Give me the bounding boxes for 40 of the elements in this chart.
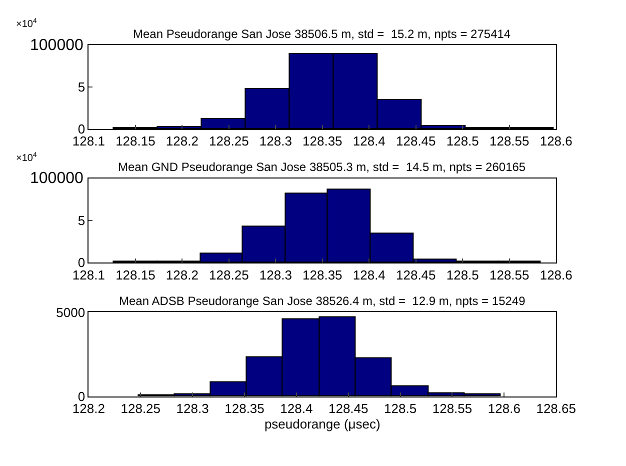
x-tick-label: 128.6 (540, 267, 572, 282)
x-tick-label: 128.3 (176, 400, 209, 416)
text: ×10$^{4}$ (16, 152, 37, 164)
chart-title: Mean GND Pseudorange San Jose 38505.3 m, std = 14.5 m, npts = 260165 (118, 160, 526, 174)
x-tick-label: 128.4 (280, 400, 313, 416)
x-tick-label: 128.3 (259, 267, 292, 282)
x-tick-label: 128.55 (489, 267, 530, 282)
x-tick-label: 128.35 (224, 400, 264, 416)
x-tick-label: 128.6 (488, 400, 520, 416)
x-tick-label: 128.55 (432, 400, 472, 416)
y-tick-label: 5 (78, 80, 86, 95)
x-tick-label: 128.2 (166, 134, 198, 149)
text: ×10$^{4}$ (16, 18, 37, 30)
x-tick-label: 128.2 (166, 267, 198, 282)
x-tick-label: 128.15 (116, 134, 156, 149)
x-tick-label: 128.5 (446, 267, 479, 282)
x-tick-label: 128.4 (352, 134, 386, 149)
x-tick-label: 128.25 (120, 400, 161, 416)
x-tick-label: 128.4 (352, 267, 386, 282)
chart-title: Mean ADSB Pseudorange San Jose 38526.4 m, std = 12.9 m, npts = 15249 (119, 294, 526, 308)
x-tick-label: 128.65 (536, 400, 576, 416)
x-tick-label: 128.45 (396, 134, 436, 149)
x-tick-label: 128.5 (446, 134, 479, 149)
x-tick-label: 128.25 (209, 267, 249, 282)
chart-title: Mean Pseudorange San Jose 38506.5 m, std = 15.2 m, npts = 275414 (133, 27, 511, 41)
text: 100000 (30, 37, 84, 54)
x-tick-label: 128.5 (384, 400, 417, 416)
x-tick-label: 128.3 (259, 134, 292, 149)
text: 100000 (30, 170, 84, 187)
x-tick-label: 128.55 (489, 134, 530, 149)
x-tick-label: 128.45 (328, 400, 368, 416)
x-tick-label: 128.35 (302, 267, 342, 282)
x-tick-label: 128.45 (396, 267, 436, 282)
x-tick-label: 128.35 (302, 134, 342, 149)
x-tick-label: 128.15 (116, 267, 156, 282)
x-tick-label: 128.25 (209, 134, 249, 149)
x-tick-label: 128.6 (540, 134, 572, 149)
y-tick-label: 5000 (56, 304, 86, 320)
y-tick-label: 5 (78, 213, 86, 228)
x-axis-title: pseudorange (μsec) (264, 416, 380, 432)
